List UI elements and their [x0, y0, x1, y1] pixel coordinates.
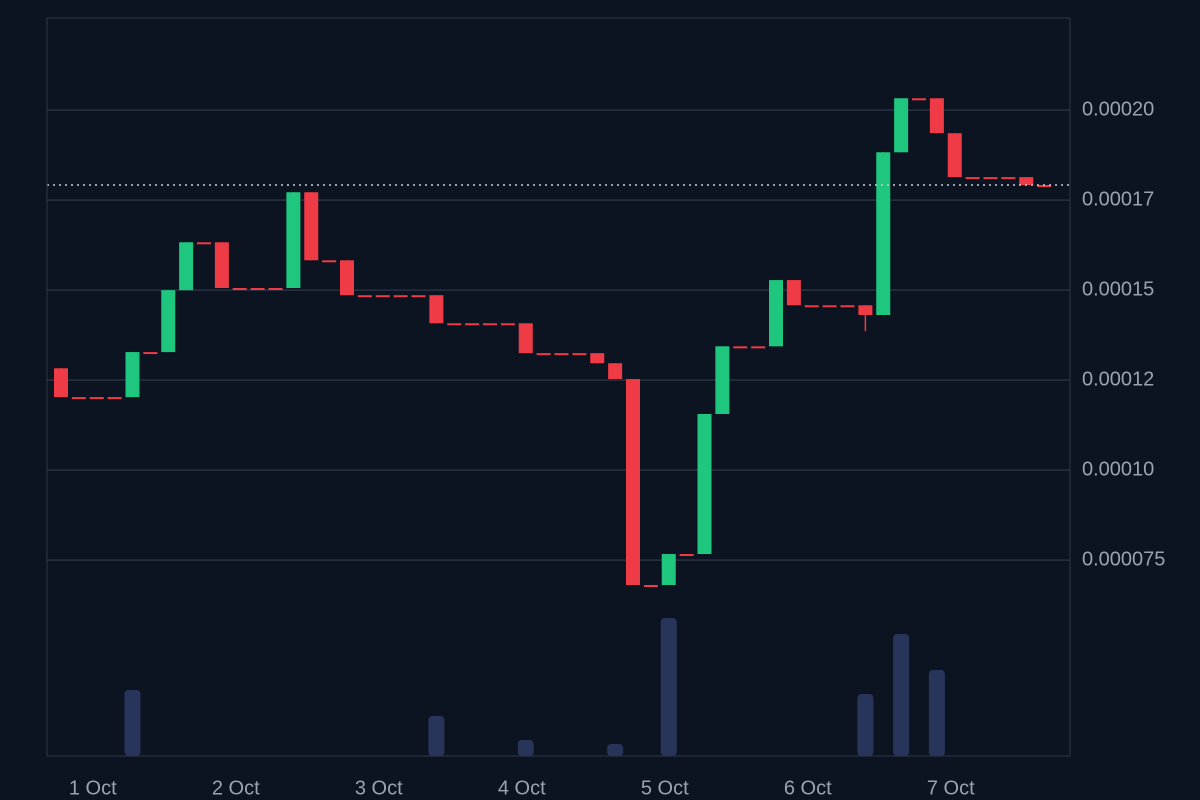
candle-body — [411, 295, 426, 298]
candle-body — [71, 397, 86, 400]
candle-body — [143, 352, 158, 355]
candle-body — [733, 346, 748, 349]
y-tick-label: 0.00015 — [1082, 278, 1154, 300]
candle-body — [107, 397, 122, 400]
y-tick-label: 0.00017 — [1082, 188, 1154, 210]
volume-bar — [928, 670, 945, 756]
candle-body — [983, 177, 998, 180]
candle-body — [751, 346, 766, 349]
label-layer: 0.000075 0.00010 0.00012 0.00015 0.00017 0.00… — [69, 98, 1166, 799]
candle-body — [929, 98, 944, 134]
x-tick-label: 5 Oct — [641, 777, 689, 799]
candle-body — [876, 152, 891, 315]
x-tick-label: 2 Oct — [212, 777, 260, 799]
volume-bar — [428, 716, 445, 756]
volume-bar — [893, 634, 910, 756]
candle-body — [643, 585, 658, 587]
x-tick-label: 3 Oct — [355, 777, 403, 799]
candle-body — [1001, 177, 1016, 180]
candle-body — [590, 353, 605, 364]
volume-layer — [124, 618, 945, 756]
candle-body — [626, 379, 640, 585]
candle-body — [465, 323, 480, 326]
x-tick-label: 7 Oct — [927, 777, 975, 799]
candle-body — [786, 280, 801, 306]
candle-body — [250, 288, 265, 290]
candle-body — [858, 305, 873, 315]
candle-body — [268, 288, 283, 290]
candle-body — [125, 352, 140, 398]
candle-layer — [47, 98, 1070, 587]
y-tick-label: 0.00020 — [1082, 98, 1154, 120]
candle-body — [912, 98, 926, 101]
candle-body — [715, 346, 730, 414]
candle-body — [286, 192, 301, 288]
candle-body — [1037, 185, 1052, 188]
y-tick-label: 0.00010 — [1082, 458, 1154, 480]
candle-body — [554, 353, 569, 356]
candle-body — [947, 133, 962, 178]
candle-body — [804, 305, 819, 308]
candle-body — [518, 323, 533, 354]
candle-body — [54, 368, 68, 398]
candle-body — [769, 280, 783, 347]
volume-bar — [124, 690, 141, 756]
x-tick-label: 4 Oct — [498, 777, 546, 799]
candle-body — [608, 363, 623, 380]
candle-body — [161, 290, 176, 353]
candle-body — [572, 353, 587, 356]
candle-body — [894, 98, 909, 153]
candle-body — [322, 260, 337, 263]
candle-body — [179, 242, 194, 291]
volume-bar — [857, 694, 874, 756]
grid — [47, 109, 1070, 561]
candle-body — [661, 554, 676, 585]
volume-bar — [517, 740, 534, 756]
candle-body — [500, 323, 515, 326]
candle-body — [393, 295, 408, 298]
volume-bar — [607, 744, 624, 756]
candle-body — [357, 295, 372, 298]
candle-body — [89, 397, 104, 400]
candle-body — [679, 554, 694, 557]
candle-body — [214, 242, 229, 288]
x-tick-label: 1 Oct — [69, 777, 117, 799]
volume-bar — [660, 618, 677, 756]
candle-body — [1019, 177, 1034, 186]
candle-body — [483, 323, 497, 326]
x-tick-label: 6 Oct — [784, 777, 832, 799]
candle-body — [536, 353, 551, 356]
candle-body — [822, 305, 837, 308]
candle-body — [447, 323, 462, 326]
y-tick-label: 0.00012 — [1082, 368, 1154, 390]
candle-body — [197, 242, 211, 245]
candle-body — [304, 192, 319, 261]
candle-body — [375, 295, 390, 298]
candle-body — [840, 305, 855, 308]
candle-body — [340, 260, 354, 296]
candle-body — [232, 288, 247, 290]
candle-body — [965, 177, 980, 180]
candle-body — [429, 295, 444, 324]
y-tick-label: 0.000075 — [1082, 548, 1165, 570]
candle-body — [697, 414, 712, 555]
